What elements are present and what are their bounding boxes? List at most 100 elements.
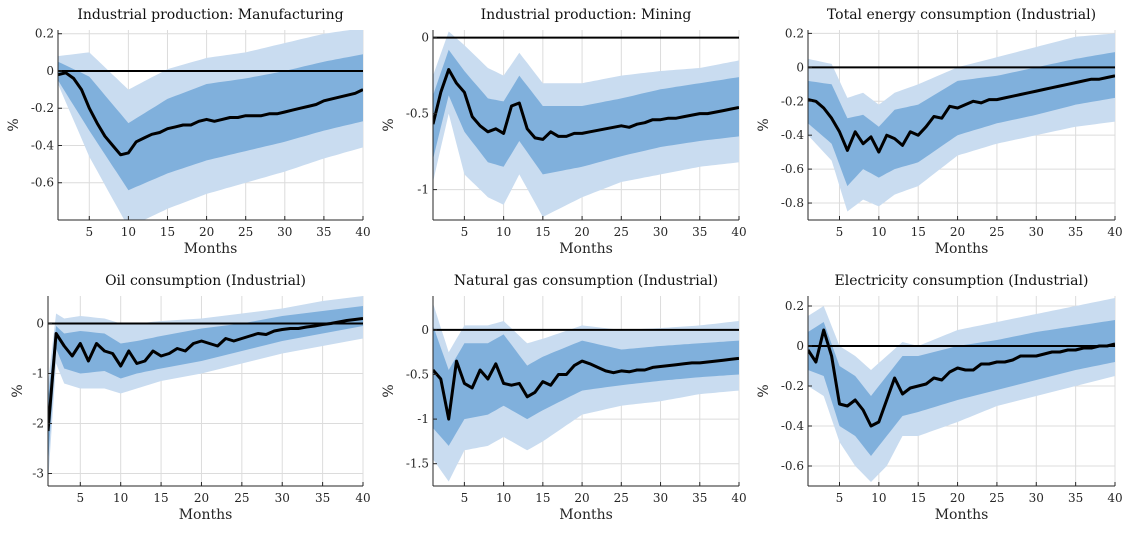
panel-2: 5 10 15 20 25 30 35 40 -1 -0.5 0 Industrial product…	[381, 7, 747, 257]
y-tick-label: -0.2	[781, 379, 804, 393]
x-axis-label: Months	[559, 507, 613, 523]
x-tick-label: 5	[461, 225, 469, 239]
point-estimate-line	[48, 317, 363, 432]
y-tick-label: 0	[421, 323, 429, 337]
x-tick-label: 20	[574, 491, 589, 505]
y-tick-label: -0.5	[406, 107, 429, 121]
x-tick-label: 10	[496, 491, 511, 505]
x-tick-label: 15	[911, 491, 926, 505]
x-tick-label: 15	[160, 225, 175, 239]
y-axis-label: %	[381, 384, 397, 397]
x-tick-label: 25	[614, 491, 629, 505]
x-tick-label: 35	[316, 225, 331, 239]
x-tick-label: 35	[1068, 491, 1083, 505]
y-tick-label: -1	[32, 367, 44, 381]
panel-3: 5 10 15 20 25 30 35 40 -0.8 -0.6 -0.4 -0.2 0 0.2 Total…	[756, 7, 1123, 257]
x-tick-label: 35	[1068, 225, 1083, 239]
x-tick-label: 5	[76, 491, 84, 505]
inner-confidence-band	[433, 325, 739, 446]
x-tick-label: 25	[238, 225, 253, 239]
x-tick-label: 15	[153, 491, 168, 505]
panel-title: Oil consumption (Industrial)	[105, 273, 306, 289]
x-tick-label: 40	[731, 491, 746, 505]
y-tick-label: 0	[36, 317, 44, 331]
x-tick-label: 40	[355, 491, 370, 505]
x-tick-label: 25	[989, 491, 1004, 505]
x-tick-label: 25	[989, 225, 1004, 239]
y-tick-label: 0	[46, 64, 54, 78]
panel-title: Natural gas consumption (Industrial)	[454, 273, 718, 289]
panel-title: Electricity consumption (Industrial)	[835, 273, 1089, 289]
x-axis-label: Months	[559, 241, 613, 257]
x-axis-label: Months	[184, 241, 238, 257]
x-tick-label: 20	[950, 491, 965, 505]
x-axis-label: Months	[935, 507, 989, 523]
x-axis-label: Months	[935, 241, 989, 257]
y-tick-label: 0.2	[785, 26, 804, 40]
y-tick-label: -1	[417, 412, 429, 426]
y-tick-label: -0.4	[781, 419, 805, 433]
panel-title: Industrial production: Mining	[481, 7, 692, 23]
x-tick-label: 5	[836, 225, 844, 239]
x-tick-label: 35	[315, 491, 330, 505]
y-tick-label: -3	[32, 467, 44, 481]
panel-1: 5 10 15 20 25 30 35 40 -0.6 -0.4 -0.2 0 0.2 Industria…	[6, 7, 371, 257]
x-tick-label: 10	[121, 225, 136, 239]
y-axis-label: %	[756, 118, 772, 131]
x-tick-label: 10	[113, 491, 128, 505]
y-tick-label: 0.2	[785, 299, 804, 313]
y-axis-label: %	[10, 384, 26, 397]
inner-confidence-band	[58, 54, 363, 191]
panel-6: 5 10 15 20 25 30 35 40 -0.6 -0.4 -0.2 0 0.2 Electrici…	[756, 273, 1123, 523]
y-tick-label: -0.6	[781, 459, 804, 473]
y-axis-label: %	[756, 384, 772, 397]
y-tick-label: 0	[796, 60, 804, 74]
x-tick-label: 30	[1029, 491, 1044, 505]
y-axis-label: %	[6, 118, 22, 131]
x-tick-label: 5	[461, 491, 469, 505]
point-estimate-line	[808, 74, 1115, 154]
y-tick-label: -0.4	[31, 138, 55, 152]
panel-4: 5 10 15 20 25 30 35 40 -3 -2 -1 0 Oil consumption (I…	[10, 273, 371, 523]
y-axis-label: %	[381, 118, 397, 131]
x-tick-label: 15	[535, 491, 550, 505]
y-tick-label: 0	[796, 339, 804, 353]
x-axis-label: Months	[179, 507, 233, 523]
y-tick-label: -0.6	[31, 176, 54, 190]
inner-confidence-band	[433, 49, 739, 175]
x-tick-label: 25	[614, 225, 629, 239]
point-estimate-line	[433, 356, 739, 421]
y-tick-label: -0.4	[781, 128, 805, 142]
x-tick-label: 5	[85, 225, 93, 239]
inner-confidence-band	[808, 52, 1115, 187]
y-tick-label: -0.2	[31, 101, 54, 115]
x-tick-label: 30	[1029, 225, 1044, 239]
panel-5: 5 10 15 20 25 30 35 40 -1.5 -1 -0.5 0 Natural gas co…	[381, 273, 747, 523]
x-tick-label: 40	[1107, 225, 1122, 239]
panel-title: Industrial production: Manufacturing	[77, 7, 343, 23]
x-tick-label: 30	[277, 225, 292, 239]
x-tick-label: 20	[950, 225, 965, 239]
x-tick-label: 20	[574, 225, 589, 239]
x-tick-label: 25	[234, 491, 249, 505]
y-tick-label: -0.5	[406, 367, 429, 381]
panel-title: Total energy consumption (Industrial)	[827, 7, 1096, 23]
point-estimate-line	[808, 328, 1115, 428]
x-tick-label: 30	[275, 491, 290, 505]
x-tick-label: 35	[692, 225, 707, 239]
x-tick-label: 20	[194, 491, 209, 505]
y-tick-label: -0.2	[781, 94, 804, 108]
y-tick-label: -1	[417, 183, 429, 197]
x-tick-label: 10	[496, 225, 511, 239]
x-tick-label: 15	[535, 225, 550, 239]
y-tick-label: -2	[32, 417, 44, 431]
y-tick-label: -0.8	[781, 196, 804, 210]
x-tick-label: 35	[692, 491, 707, 505]
x-tick-label: 30	[653, 225, 668, 239]
x-tick-label: 10	[871, 491, 886, 505]
y-tick-label: 0.2	[35, 27, 54, 41]
inner-confidence-band	[48, 306, 363, 464]
y-tick-label: -1.5	[406, 457, 429, 471]
x-tick-label: 40	[355, 225, 370, 239]
